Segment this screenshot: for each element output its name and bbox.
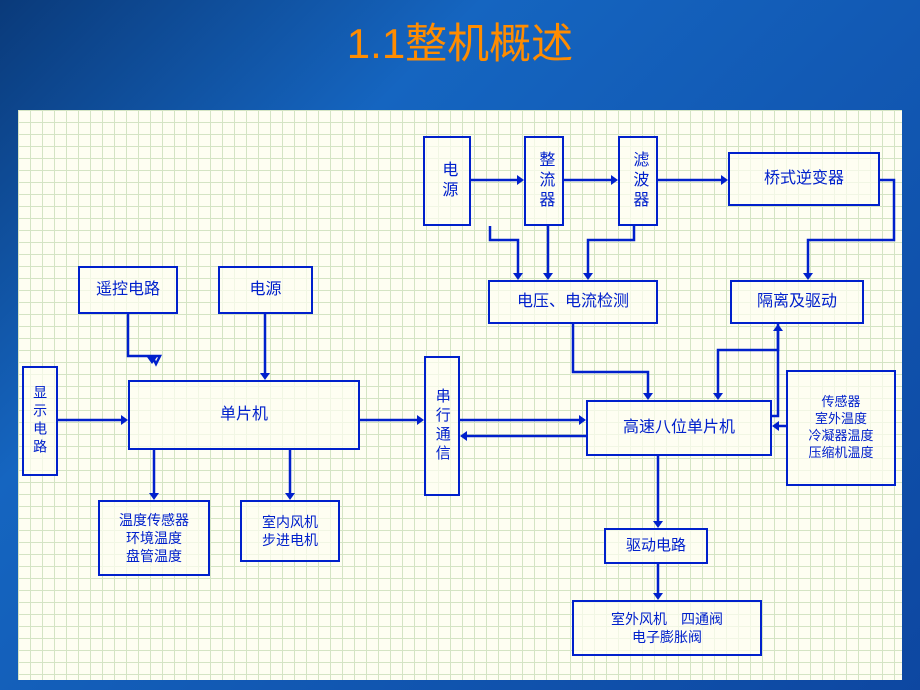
node-label: 驱动电路 [626,536,686,556]
node-label: 遥控电路 [96,280,160,301]
node-inverter: 桥式逆变器 [728,152,880,206]
node-serial: 串行通信 [424,356,460,496]
node-label: 电源 [437,161,458,201]
node-label: 整流器 [534,151,555,211]
node-label: 传感器室外温度冷凝器温度压缩机温度 [808,394,873,462]
node-label: 室外风机 四通阀电子膨胀阀 [611,610,723,646]
node-rectifier: 整流器 [524,136,564,226]
node-label: 桥式逆变器 [764,169,844,190]
node-indoor: 室内风机步进电机 [240,500,340,562]
node-label: 电源 [249,280,281,301]
node-mcu1: 单片机 [128,380,360,450]
node-isodrv: 隔离及驱动 [730,280,864,324]
node-label: 隔离及驱动 [757,292,837,313]
page-title: 1.1整机概述 [0,0,920,71]
node-label: 显示电路 [31,385,49,457]
node-sensors: 传感器室外温度冷凝器温度压缩机温度 [786,370,896,486]
node-drive: 驱动电路 [604,528,708,564]
node-label: 滤波器 [628,151,649,211]
node-display: 显示电路 [22,366,58,476]
node-remote: 遥控电路 [78,266,178,314]
node-label: 高速八位单片机 [623,418,735,439]
node-label: 室内风机步进电机 [262,513,318,549]
node-label: 串行通信 [432,388,452,464]
node-power1: 电源 [218,266,313,314]
node-label: 温度传感器环境温度盘管温度 [119,511,189,566]
node-tempsens: 温度传感器环境温度盘管温度 [98,500,210,576]
node-vimeas: 电压、电流检测 [488,280,658,324]
node-power2: 电源 [423,136,471,226]
diagram-canvas: 遥控电路 电源显示电路 单片机温度传感器环境温度盘管温度 室内风机步进电机 串行通信 电源… [18,110,902,680]
node-label: 单片机 [220,405,268,426]
node-mcu2: 高速八位单片机 [586,400,772,456]
node-filter: 滤波器 [618,136,658,226]
node-label: 电压、电流检测 [517,292,629,313]
node-outdoor: 室外风机 四通阀电子膨胀阀 [572,600,762,656]
